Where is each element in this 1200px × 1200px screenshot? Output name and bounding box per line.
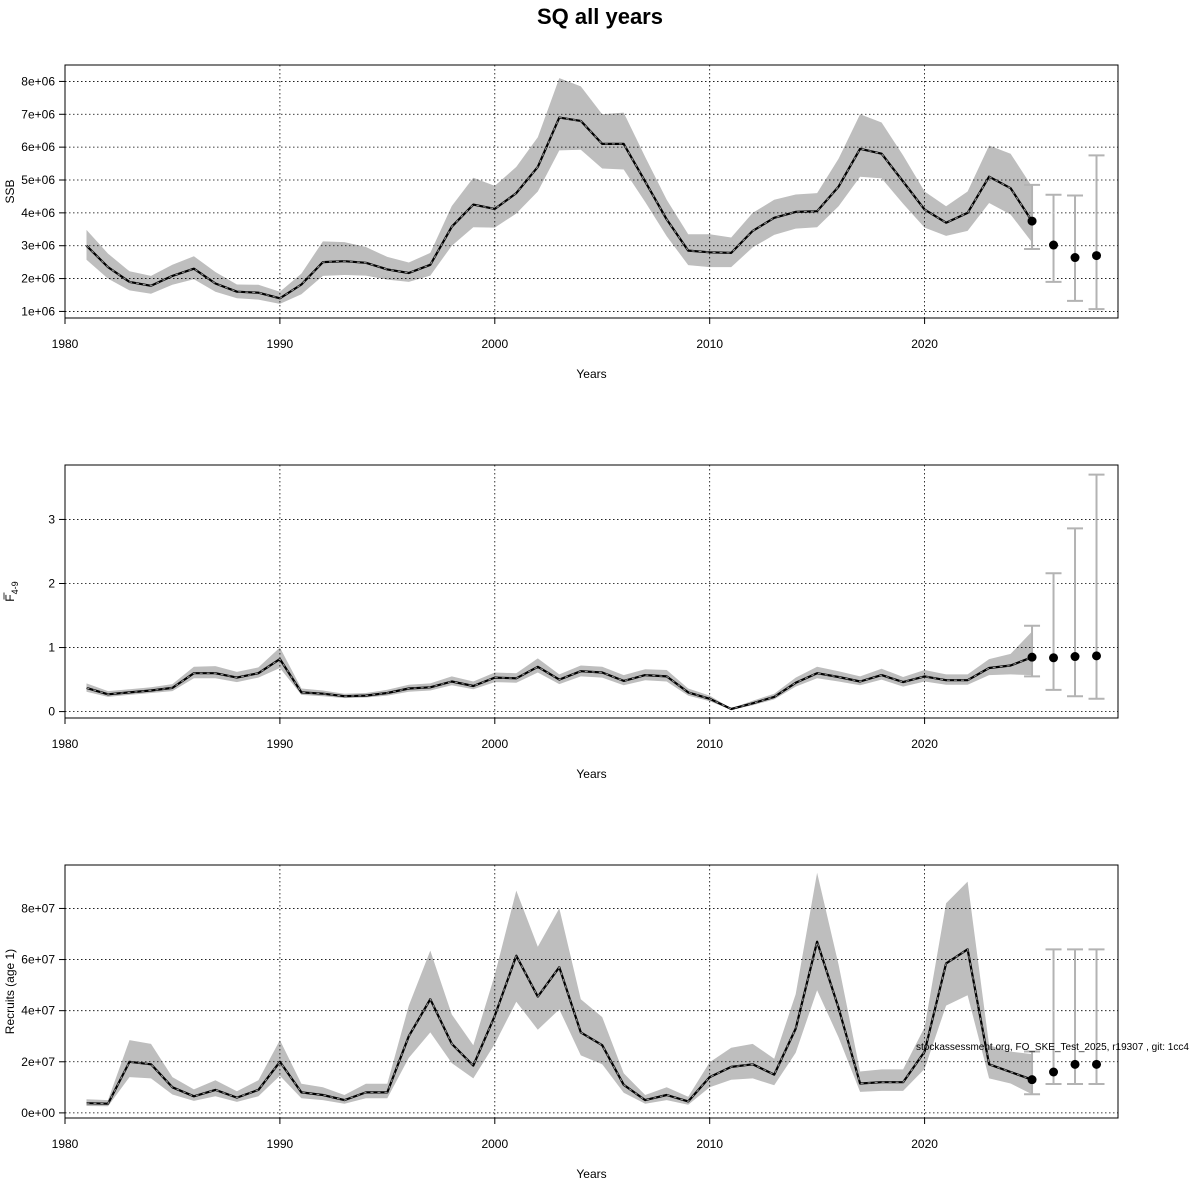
forecast-2028 bbox=[1088, 473, 1105, 700]
forecast-point bbox=[1027, 216, 1037, 226]
y-tick-label: 0 bbox=[48, 705, 55, 719]
y-tick-label: 4e+07 bbox=[21, 1004, 55, 1018]
y-tick-label: 6e+06 bbox=[21, 140, 55, 154]
y-tick-label: 5e+06 bbox=[21, 173, 55, 187]
forecast-2027 bbox=[1067, 948, 1084, 1086]
y-tick-label: 8e+07 bbox=[21, 901, 55, 915]
y-tick-label: 3 bbox=[48, 512, 55, 526]
x-tick-label: 2010 bbox=[696, 337, 723, 351]
x-tick-label: 1990 bbox=[267, 337, 294, 351]
x-tick-label: 2010 bbox=[696, 1137, 723, 1151]
x-axis-label: Years bbox=[576, 1167, 606, 1181]
y-tick-label: 1e+06 bbox=[21, 304, 55, 318]
forecast-point bbox=[1070, 652, 1080, 662]
forecast-2025 bbox=[1024, 624, 1041, 678]
forecast-2028 bbox=[1088, 154, 1105, 311]
forecast-point bbox=[1027, 652, 1037, 662]
plot-frame bbox=[64, 464, 1119, 719]
confidence-band bbox=[86, 631, 1032, 710]
panels: 1980 1990 2000 2010 2020 Years 1e+06 2e+06 3e+06… bbox=[3, 64, 1119, 1181]
x-axis-label: Years bbox=[576, 367, 606, 381]
y-axis-label: SSB bbox=[3, 179, 17, 203]
estimate-line-dash bbox=[86, 939, 1033, 1105]
x-tick-label: 1980 bbox=[52, 337, 79, 351]
x-tick-label: 2020 bbox=[911, 1137, 938, 1151]
panel-fbar: 1980 1990 2000 2010 2020 Years 0 1 2 3 F4-9 bbox=[3, 464, 1119, 781]
forecast-point bbox=[1049, 653, 1059, 663]
x-tick-label: 1990 bbox=[267, 737, 294, 751]
forecast-point bbox=[1070, 1059, 1080, 1069]
figure-title: SQ all years bbox=[537, 4, 663, 29]
x-tick-label: 2020 bbox=[911, 737, 938, 751]
y-tick-label: 4e+06 bbox=[21, 206, 55, 220]
estimate-line-dash bbox=[86, 117, 1033, 299]
confidence-band bbox=[86, 872, 1032, 1107]
x-tick-label: 2000 bbox=[481, 337, 508, 351]
x-tick-label: 2020 bbox=[911, 337, 938, 351]
y-tick-label: 1 bbox=[48, 641, 55, 655]
y-tick-label: 2 bbox=[48, 576, 55, 590]
plot-frame bbox=[64, 64, 1119, 319]
x-tick-label: 1980 bbox=[52, 1137, 79, 1151]
forecast-2027 bbox=[1067, 527, 1084, 698]
forecast-2025 bbox=[1024, 1050, 1041, 1096]
y-axis-label: Recruits (age 1) bbox=[3, 949, 17, 1034]
y-tick-label: 7e+06 bbox=[21, 107, 55, 121]
y-axis-label: F4-9 bbox=[3, 581, 20, 601]
x-tick-label: 1980 bbox=[52, 737, 79, 751]
y-tick-label: 2e+06 bbox=[21, 272, 55, 286]
forecast-point bbox=[1049, 240, 1059, 250]
y-axis-label-subscript: 4-9 bbox=[10, 581, 20, 594]
forecast-2026 bbox=[1045, 948, 1062, 1086]
forecast-2026 bbox=[1045, 193, 1062, 283]
forecast-point bbox=[1092, 251, 1102, 261]
forecast-point bbox=[1070, 253, 1080, 263]
x-tick-label: 2010 bbox=[696, 737, 723, 751]
plot-frame bbox=[64, 864, 1119, 1119]
y-tick-label: 8e+06 bbox=[21, 74, 55, 88]
forecast-2026 bbox=[1045, 572, 1062, 691]
forecast-point bbox=[1092, 651, 1102, 661]
x-tick-label: 1990 bbox=[267, 1137, 294, 1151]
confidence-band bbox=[86, 78, 1032, 304]
forecast-point bbox=[1092, 1059, 1102, 1069]
forecast-point bbox=[1049, 1067, 1059, 1077]
x-axis-label: Years bbox=[576, 767, 606, 781]
estimate-line-dash bbox=[86, 656, 1033, 710]
y-tick-label: 3e+06 bbox=[21, 239, 55, 253]
panel-recruits: 1980 1990 2000 2010 2020 Years 0e+00 2e+07 4e+07… bbox=[3, 864, 1119, 1181]
forecast-2027 bbox=[1067, 194, 1084, 302]
x-tick-label: 2000 bbox=[481, 1137, 508, 1151]
footer-note: stockassessment.org, FO_SKE_Test_2025, r… bbox=[916, 1042, 1189, 1053]
x-tick-label: 2000 bbox=[481, 737, 508, 751]
forecast-2025 bbox=[1024, 183, 1041, 250]
y-tick-label: 0e+00 bbox=[21, 1106, 55, 1120]
y-tick-label: 6e+07 bbox=[21, 953, 55, 967]
forecast-point bbox=[1027, 1075, 1037, 1085]
panel-ssb: 1980 1990 2000 2010 2020 Years 1e+06 2e+06 3e+06… bbox=[3, 64, 1119, 381]
y-tick-label: 2e+07 bbox=[21, 1055, 55, 1069]
forecast-2028 bbox=[1088, 948, 1105, 1086]
